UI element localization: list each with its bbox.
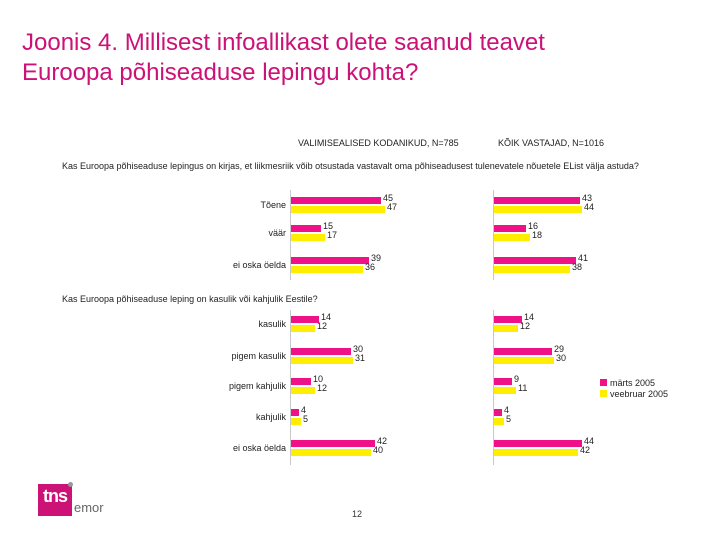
data-label-g1-p1-c2-s1: 15 [323,221,334,231]
bar-g2-p2-c5-s2 [494,449,578,456]
bar-g2-p2-c3-s2 [494,387,516,394]
data-label-g2-p1-c5-s1: 42 [377,436,388,446]
data-label-g2-p1-c5-s2: 40 [373,445,384,455]
data-label-g1-p1-c1-s1: 45 [383,193,394,203]
data-label-g1-p1-c3-s1: 39 [371,253,382,263]
data-label-g2-p2-c4-s1: 4 [504,405,510,415]
bar-g1-p1-c2-s2 [291,234,325,241]
bar-g1-p2-c2-s2 [494,234,530,241]
category-label-g2-5: ei oska öelda [232,443,286,453]
bar-g1-p2-c2-s1 [494,225,526,232]
bar-g1-p1-c3-s2 [291,266,363,273]
data-label-g1-p2-c2-s2: 18 [532,230,543,240]
data-label-g2-p2-c1-s1: 14 [524,312,535,322]
data-label-g2-p2-c4-s2: 5 [506,414,512,424]
data-label-g1-p1-c2-s2: 17 [327,230,338,240]
bar-g2-p1-c2-s2 [291,357,353,364]
bar-g1-p2-c3-s1 [494,257,576,264]
category-label-g1-1: Tõene [260,200,286,210]
data-label-g2-p2-c5-s1: 44 [584,436,595,446]
data-label-g2-p1-c2-s2: 31 [355,353,366,363]
data-label-g2-p2-c2-s2: 30 [556,353,567,363]
data-label-g1-p2-c1-s2: 44 [584,202,595,212]
data-label-g2-p1-c4-s1: 4 [301,405,307,415]
data-label-g2-p2-c3-s2: 11 [518,383,528,393]
bar-g2-p1-c3-s2 [291,387,315,394]
data-label-g2-p2-c3-s1: 9 [514,374,520,384]
logo-mark [38,484,72,516]
data-label-g2-p2-c5-s2: 42 [580,445,591,455]
legend-label-series-2: veebruar 2005 [610,388,669,399]
bar-g2-p2-c2-s1 [494,348,552,355]
axis-line-g2-p2 [493,310,494,465]
data-label-g1-p2-c1-s1: 43 [582,193,593,203]
legend-swatch-series-2 [600,390,607,397]
axis-line-g1-p1 [290,190,291,280]
question-1: Kas Euroopa põhiseaduse lepingus on kirj… [62,161,639,171]
tns-emor-logo: tns emor [22,476,112,526]
bar-g2-p2-c3-s1 [494,378,512,385]
data-label-g2-p1-c3-s2: 12 [317,383,328,393]
legend-label-series-1: märts 2005 [610,377,656,388]
bar-g1-p2-c1-s2 [494,206,582,213]
bar-g2-p1-c1-s1 [291,316,319,323]
data-label-g2-p1-c1-s1: 14 [321,312,332,322]
bar-g1-p1-c3-s1 [291,257,369,264]
bar-g1-p2-c3-s2 [494,266,570,273]
axis-line-g2-p1 [290,310,291,465]
bar-g2-p2-c1-s2 [494,325,518,332]
bar-g2-p2-c1-s1 [494,316,522,323]
bar-g2-p1-c4-s1 [291,409,299,416]
title-line-2: Euroopa põhiseaduse lepingu kohta? [22,59,419,86]
title-line-1: Joonis 4. Millisest infoallikast olete s… [22,29,545,56]
legend-item-series-1: märts 2005 [600,377,668,388]
data-label-g1-p1-c3-s2: 36 [365,262,376,272]
bar-g1-p1-c2-s1 [291,225,321,232]
bar-g2-p1-c3-s1 [291,378,311,385]
question-2: Kas Euroopa põhiseaduse leping on kasuli… [62,294,318,304]
bar-g2-p1-c1-s2 [291,325,315,332]
category-label-g1-3: ei oska öelda [232,260,286,270]
bar-g2-p1-c2-s1 [291,348,351,355]
logo-dot-icon [68,482,73,487]
bar-g2-p1-c4-s2 [291,418,301,425]
bar-g2-p1-c5-s2 [291,449,371,456]
data-label-g2-p1-c1-s2: 12 [317,321,328,331]
bar-g2-p1-c5-s1 [291,440,375,447]
bar-g2-p2-c4-s1 [494,409,502,416]
page-number: 12 [352,509,363,519]
bar-g2-p2-c5-s1 [494,440,582,447]
data-label-g1-p2-c3-s2: 38 [572,262,583,272]
data-label-g2-p1-c2-s1: 30 [353,344,364,354]
data-label-g2-p1-c4-s2: 5 [303,414,309,424]
logo-sub-text: emor [74,500,104,515]
data-label-g1-p1-c1-s2: 47 [387,202,398,212]
legend: märts 2005 veebruar 2005 [600,377,668,399]
data-label-g2-p2-c2-s1: 29 [554,344,565,354]
bar-g1-p1-c1-s2 [291,206,385,213]
category-label-g2-3: pigem kahjulik [228,381,286,391]
legend-item-series-2: veebruar 2005 [600,388,668,399]
panel-header-2: KÕIK VASTAJAD, N=1016 [498,138,604,148]
category-label-g2-2: pigem kasulik [231,351,286,361]
panel-header-1: VALIMISEALISED KODANIKUD, N=785 [298,138,459,148]
bar-g1-p1-c1-s1 [291,197,381,204]
category-label-g2-1: kasulik [258,319,286,329]
bar-g1-p2-c1-s1 [494,197,580,204]
data-label-g2-p2-c1-s2: 12 [520,321,531,331]
legend-swatch-series-1 [600,379,607,386]
category-label-g1-2: väär [268,228,286,238]
data-label-g1-p2-c3-s1: 41 [578,253,589,263]
category-label-g2-4: kahjulik [255,412,286,422]
bar-g2-p2-c2-s2 [494,357,554,364]
data-label-g1-p2-c2-s1: 16 [528,221,539,231]
chart-title: Joonis 4. Millisest infoallikast olete s… [22,28,702,88]
axis-line-g1-p2 [493,190,494,280]
bar-g2-p2-c4-s2 [494,418,504,425]
logo-brand-text: tns [43,486,68,506]
data-label-g2-p1-c3-s1: 10 [313,374,324,384]
